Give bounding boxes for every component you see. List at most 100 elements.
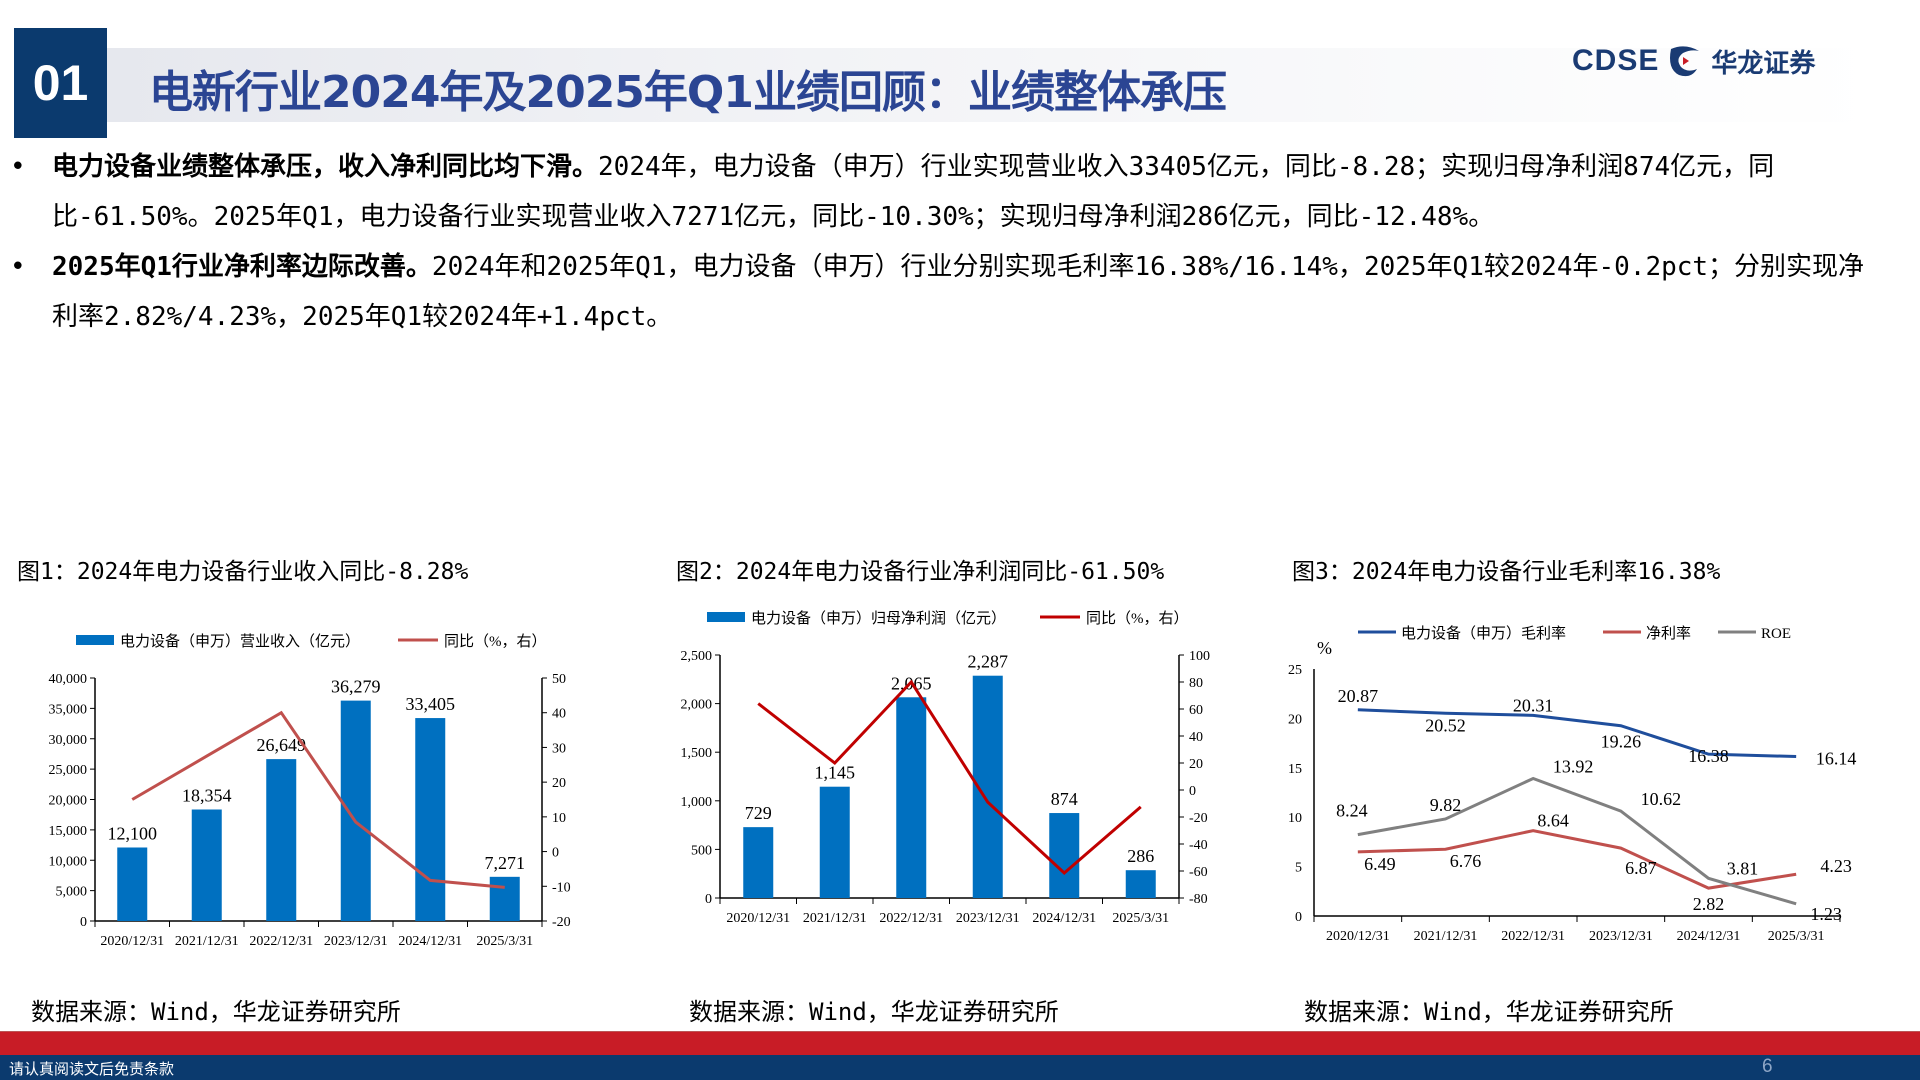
chart1-left-tick-label: 5,000	[56, 885, 88, 900]
chart1-left-tick-label: 10,000	[49, 854, 88, 869]
chart1-legend-bar-label: 电力设备（申万）营业收入（亿元）	[120, 633, 360, 650]
chart3-net-margin-line	[1357, 829, 1797, 890]
chart2-x-tick-label: 2023/12/31	[956, 911, 1020, 926]
page-title: 电新行业2024年及2025年Q1业绩回顾：业绩整体承压	[149, 67, 1227, 118]
chart3-roe-label: 9.82	[1430, 795, 1462, 815]
logo-text-cn: 华龙证券	[1711, 48, 1816, 79]
chart3-net-margin-label: 6.76	[1450, 851, 1482, 871]
chart2-bar	[1125, 870, 1156, 898]
chart1-right-tick-label: -20	[552, 915, 571, 930]
chart2-right-tick-label: -20	[1189, 811, 1208, 826]
chart1-left-tick-label: 20,000	[49, 794, 88, 809]
chart2-x-tick-label: 2020/12/31	[726, 911, 790, 926]
chart2-x-tick-label: 2024/12/31	[1032, 911, 1096, 926]
chart1-x-tick-label: 2020/12/31	[100, 934, 164, 949]
chart2-left-tick-label: 0	[705, 892, 712, 907]
chart2-x-tick-label: 2025/3/31	[1112, 911, 1169, 926]
chart1-x-tick-label: 2025/3/31	[476, 934, 533, 949]
chart1-left-tick-label: 30,000	[49, 733, 88, 748]
logo-text-en: CDSE	[1572, 44, 1660, 77]
chart2-legend-bar-label: 电力设备（申万）归母净利润（亿元）	[751, 610, 1006, 627]
chart3-x-tick-label: 2020/12/31	[1326, 929, 1390, 944]
chart2-left-tick-label: 1,500	[681, 746, 713, 761]
chart2-bar-label: 874	[1051, 789, 1078, 809]
chart1-bar-label: 12,100	[108, 823, 158, 843]
chart2-yoy-line	[757, 679, 1142, 876]
chart1-right-tick-label: 20	[552, 776, 566, 791]
chart2-left-tick-label: 2,000	[681, 698, 713, 713]
chart2-right-tick-label: -40	[1189, 838, 1208, 853]
chart3-title: 图3：2024年电力设备行业毛利率16.38%	[1292, 559, 1721, 585]
chart2-bar-label: 1,145	[815, 763, 856, 783]
chart3-source: 数据来源：Wind，华龙证券研究所	[1304, 998, 1674, 1026]
company-logo: CDSE 华龙证券	[1572, 38, 1815, 84]
logo-swirl-icon	[1670, 46, 1700, 77]
chart2-bar-label: 286	[1127, 846, 1154, 866]
chart1-bar-label: 33,405	[406, 694, 456, 714]
chart3-gross-margin-label: 20.87	[1338, 686, 1379, 706]
bullet-text: 2024年和2025年Q1，电力设备（申万）行业分别实现毛利率16.38%/16…	[52, 252, 1865, 332]
bullet-heading: 2025年Q1行业净利率边际改善。	[52, 252, 432, 282]
chart1-bar	[266, 759, 297, 921]
chart1-bar-label: 18,354	[182, 785, 232, 805]
chart3-gross-margin-line	[1357, 708, 1797, 759]
chart1-right-tick-label: -10	[552, 880, 571, 895]
chart1-bar	[489, 876, 520, 921]
chart2-right-tick-label: 0	[1189, 784, 1196, 799]
chart3-roe-label: 3.81	[1727, 858, 1759, 878]
chart3-roe-label: 10.62	[1641, 789, 1682, 809]
chart1-right-tick-label: 10	[552, 811, 566, 826]
chart1-bar	[117, 847, 148, 921]
chart2-left-tick-label: 1,000	[681, 795, 713, 810]
section-number: 01	[14, 28, 107, 138]
title-bar	[107, 48, 1877, 122]
chart3-y-tick-label: 20	[1288, 712, 1302, 727]
chart1-bar-label: 36,279	[331, 677, 381, 697]
footer: 请认真阅读文后免责条款 6	[0, 1055, 1920, 1080]
chart3-y-tick-label: 15	[1288, 762, 1302, 777]
chart1-left-tick-label: 35,000	[49, 702, 88, 717]
page-number: 6	[1762, 1056, 1773, 1077]
chart1-bar	[191, 809, 222, 921]
chart2-right-tick-label: -60	[1189, 865, 1208, 880]
chart3-roe-line	[1357, 776, 1797, 906]
disclaimer-link[interactable]: 请认真阅读文后免责条款	[9, 1060, 175, 1078]
chart1-bar	[340, 700, 371, 921]
chart2-bar-label: 2,287	[968, 652, 1009, 672]
chart1-left-tick-label: 0	[80, 915, 87, 930]
chart2-legend-line-label: 同比（%，右）	[1086, 610, 1189, 627]
bullet-item: • 2025年Q1行业净利率边际改善。2024年和2025年Q1，电力设备（申万…	[10, 242, 1890, 342]
chart2-title: 图2：2024年电力设备行业净利润同比-61.50%	[676, 559, 1165, 585]
chart3-legend-roe-label: ROE	[1761, 626, 1791, 642]
chart1-right-tick-label: 0	[552, 846, 559, 861]
chart2-right-tick-label: 60	[1189, 703, 1203, 718]
chart3-gross-margin-label: 19.26	[1601, 732, 1642, 752]
chart3-net-margin-label: 6.49	[1364, 854, 1396, 874]
chart2-right-tick-label: 40	[1189, 730, 1203, 745]
chart1-x-tick-label: 2024/12/31	[398, 934, 462, 949]
bullet-heading: 电力设备业绩整体承压，收入净利同比均下滑。	[52, 152, 599, 182]
chart1-x-tick-label: 2023/12/31	[324, 934, 388, 949]
chart3-y-unit-label: %	[1317, 638, 1332, 658]
chart3-legend-gross-margin-label: 电力设备（申万）毛利率	[1401, 625, 1566, 642]
chart1-bar-label: 7,271	[485, 853, 526, 873]
chart2-bar-label: 729	[745, 803, 772, 823]
chart3-y-tick-label: 10	[1288, 811, 1302, 826]
chart3-x-tick-label: 2021/12/31	[1414, 929, 1478, 944]
bullet-marker: •	[10, 152, 26, 182]
chart1-right-tick-label: 50	[552, 672, 566, 687]
chart1-bar-label: 26,649	[257, 735, 307, 755]
chart3-legend-net-margin-label: 净利率	[1646, 625, 1691, 642]
bullet-marker: •	[10, 252, 26, 282]
chart1-yoy-line	[131, 710, 505, 889]
chart3-net-margin-label: 6.87	[1625, 858, 1657, 878]
chart3-gross-margin-label: 20.31	[1513, 695, 1554, 715]
bullet-item: • 电力设备业绩整体承压，收入净利同比均下滑。2024年，电力设备（申万）行业实…	[10, 142, 1890, 242]
chart3-x-tick-label: 2025/3/31	[1768, 929, 1825, 944]
chart2-bar	[743, 827, 774, 898]
chart1-left-tick-label: 15,000	[49, 824, 88, 839]
chart3-y-tick-label: 0	[1295, 910, 1302, 925]
chart3-net-margin-label: 4.23	[1820, 856, 1852, 876]
chart2-right-tick-label: -80	[1189, 892, 1208, 907]
chart1-x-tick-label: 2021/12/31	[175, 934, 239, 949]
